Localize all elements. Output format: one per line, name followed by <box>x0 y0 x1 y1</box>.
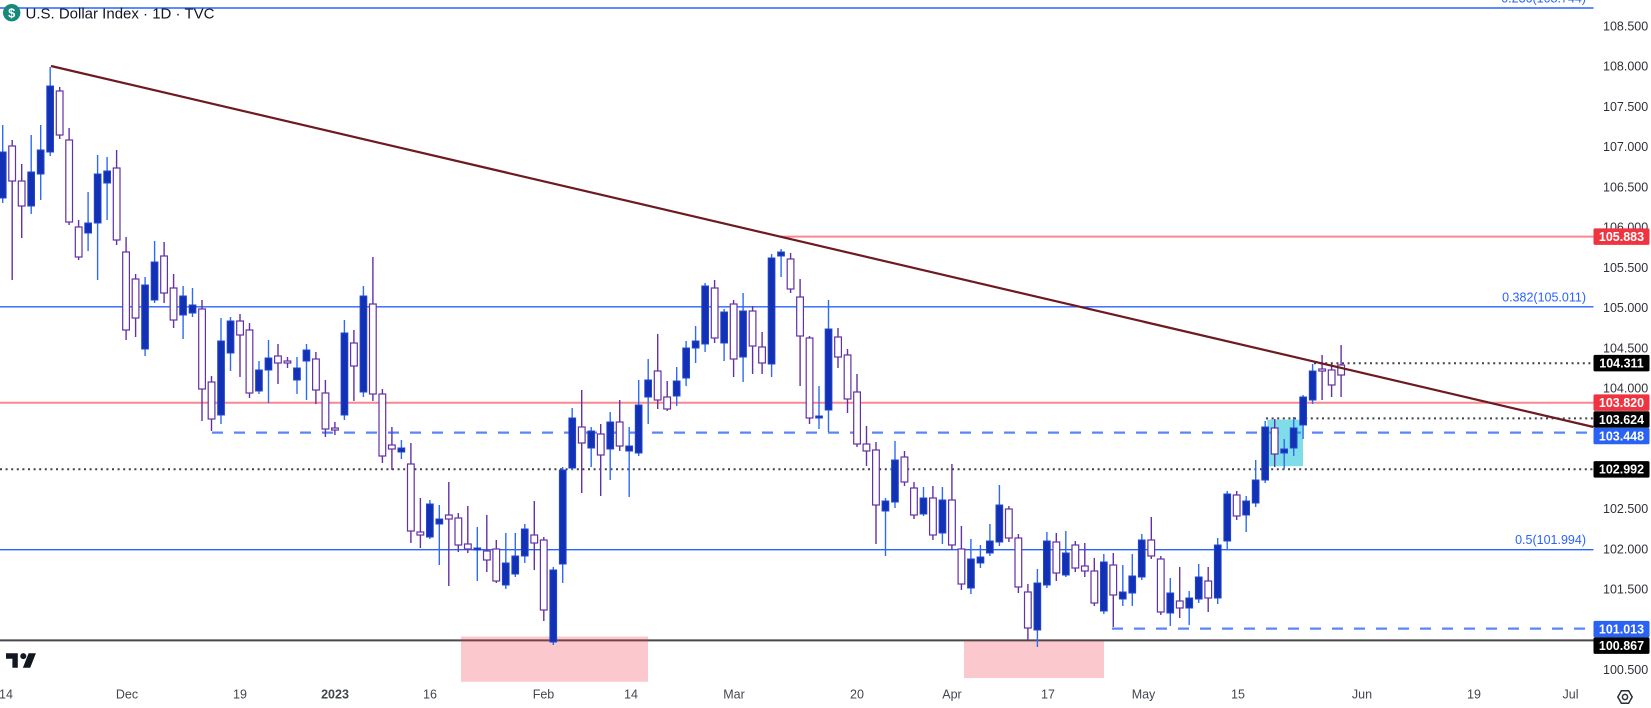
svg-text:102.000: 102.000 <box>1603 543 1648 557</box>
svg-text:16: 16 <box>423 688 437 702</box>
svg-text:103.624: 103.624 <box>1599 413 1644 427</box>
svg-text:105.883: 105.883 <box>1599 230 1644 244</box>
svg-text:104.311: 104.311 <box>1599 357 1644 371</box>
svg-text:Jul: Jul <box>1563 688 1579 702</box>
svg-text:May: May <box>1132 688 1156 702</box>
svg-text:$: $ <box>8 5 15 20</box>
svg-text:14: 14 <box>0 688 13 702</box>
svg-text:Feb: Feb <box>533 688 555 702</box>
svg-text:107.500: 107.500 <box>1603 100 1648 114</box>
svg-text:U.S. Dollar Index · 1D · TVC: U.S. Dollar Index · 1D · TVC <box>26 5 215 22</box>
svg-text:15: 15 <box>1231 688 1245 702</box>
svg-text:Jun: Jun <box>1352 688 1372 702</box>
svg-text:108.000: 108.000 <box>1603 60 1648 74</box>
svg-text:105.000: 105.000 <box>1603 301 1648 315</box>
svg-text:Apr: Apr <box>942 688 961 702</box>
svg-text:2023: 2023 <box>321 688 349 702</box>
svg-text:104.000: 104.000 <box>1603 382 1648 396</box>
svg-text:Dec: Dec <box>116 688 138 702</box>
svg-text:108.500: 108.500 <box>1603 19 1648 33</box>
svg-text:107.000: 107.000 <box>1603 140 1648 154</box>
svg-text:102.992: 102.992 <box>1599 463 1644 477</box>
svg-text:104.500: 104.500 <box>1603 341 1648 355</box>
svg-text:106.500: 106.500 <box>1603 180 1648 194</box>
svg-text:103.820: 103.820 <box>1599 396 1644 410</box>
svg-text:103.448: 103.448 <box>1599 429 1644 443</box>
svg-text:14: 14 <box>624 688 638 702</box>
svg-text:17: 17 <box>1041 688 1055 702</box>
svg-text:Mar: Mar <box>723 688 745 702</box>
svg-text:19: 19 <box>1467 688 1481 702</box>
svg-text:100.867: 100.867 <box>1599 639 1644 653</box>
svg-text:0.236(108.744): 0.236(108.744) <box>1501 0 1586 6</box>
svg-text:102.500: 102.500 <box>1603 502 1648 516</box>
svg-text:20: 20 <box>850 688 864 702</box>
svg-text:105.500: 105.500 <box>1603 261 1648 275</box>
svg-text:19: 19 <box>233 688 247 702</box>
svg-text:100.500: 100.500 <box>1603 663 1648 677</box>
svg-text:0.382(105.011): 0.382(105.011) <box>1502 290 1586 304</box>
svg-text:101.013: 101.013 <box>1599 623 1644 637</box>
svg-text:0.5(101.994): 0.5(101.994) <box>1515 533 1586 547</box>
svg-text:101.500: 101.500 <box>1603 583 1648 597</box>
